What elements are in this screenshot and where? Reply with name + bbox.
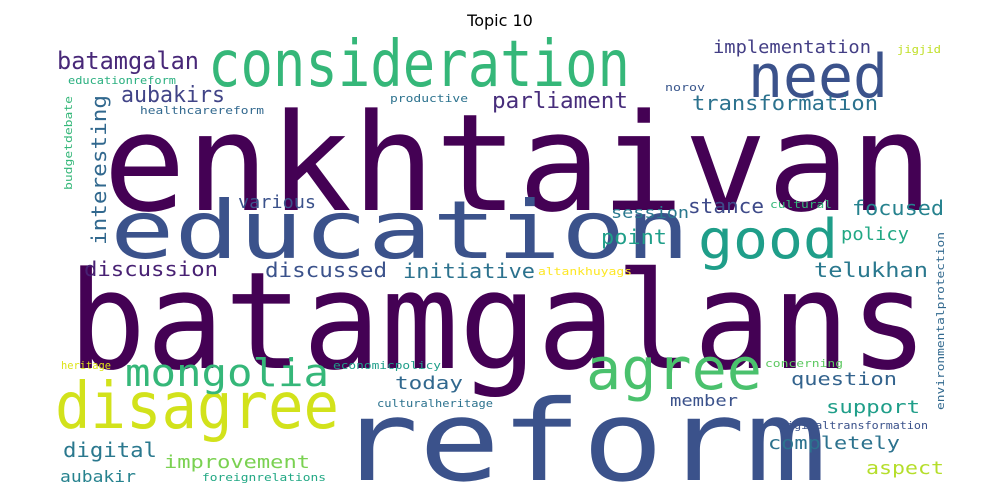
word-various: various bbox=[238, 192, 316, 213]
word-support: support bbox=[826, 397, 920, 418]
word-environmentalprotection: environmentalprotection bbox=[934, 232, 947, 410]
word-healthcarereform: healthcarereform bbox=[140, 104, 264, 117]
word-batamgalans: batamgalans bbox=[68, 243, 928, 400]
word-digitaltransformation: digitaltransformation bbox=[780, 419, 928, 432]
word-foreignrelations: foreignrelations bbox=[202, 471, 326, 484]
word-culturalheritage: culturalheritage bbox=[377, 397, 493, 410]
word-cultural: cultural bbox=[770, 198, 832, 211]
word-improvement: improvement bbox=[164, 452, 310, 473]
word-productive: productive bbox=[390, 92, 468, 105]
word-consideration: consideration bbox=[208, 28, 630, 102]
word-education: education bbox=[110, 184, 690, 277]
word-altankhuyags: altankhuyags bbox=[538, 265, 632, 278]
word-transformation: transformation bbox=[692, 91, 878, 115]
word-member: member bbox=[670, 391, 738, 410]
word-jigjid: jigjid bbox=[897, 43, 941, 56]
word-economicpolicy: economicpolicy bbox=[333, 359, 441, 372]
word-good: good bbox=[698, 208, 838, 271]
word-batamgalan: batamgalan bbox=[57, 47, 199, 75]
word-aubakir: aubakir bbox=[60, 467, 136, 486]
word-digital: digital bbox=[63, 438, 157, 462]
word-mongolia: mongolia bbox=[125, 351, 329, 395]
word-policy: policy bbox=[841, 224, 909, 245]
word-stance: stance bbox=[688, 194, 764, 218]
word-disagree: disagree bbox=[55, 370, 339, 444]
word-concerning: concerning bbox=[765, 357, 843, 370]
figure-title: Topic 10 bbox=[467, 11, 533, 30]
word-aubakirs: aubakirs bbox=[121, 83, 225, 108]
word-heritage: heritage bbox=[61, 359, 111, 372]
word-question: question bbox=[791, 369, 897, 390]
word-today: today bbox=[395, 373, 463, 394]
word-aspect: aspect bbox=[866, 458, 944, 479]
word-telukhan: telukhan bbox=[814, 258, 928, 282]
word-need: need bbox=[748, 42, 888, 112]
word-discussion: discussion bbox=[84, 257, 218, 281]
word-interesting: interesting bbox=[87, 95, 111, 245]
word-enkhtaivan: enkhtaivan bbox=[103, 85, 933, 242]
word-point: point bbox=[601, 225, 667, 249]
word-budgetdebate: budgetdebate bbox=[62, 96, 75, 190]
word-norov: norov bbox=[665, 81, 705, 94]
word-focused: focused bbox=[852, 196, 944, 220]
word-agree: agree bbox=[586, 335, 762, 403]
word-completely: completely bbox=[768, 433, 900, 454]
word-discussed: discussed bbox=[265, 258, 387, 282]
word-implementation: implementation bbox=[713, 37, 871, 58]
word-reform: reform bbox=[337, 377, 827, 500]
word-session: session bbox=[611, 203, 689, 222]
word-parliament: parliament bbox=[492, 89, 628, 114]
word-initiative: initiative bbox=[403, 259, 535, 283]
word-educationreform: educationreform bbox=[68, 74, 176, 87]
